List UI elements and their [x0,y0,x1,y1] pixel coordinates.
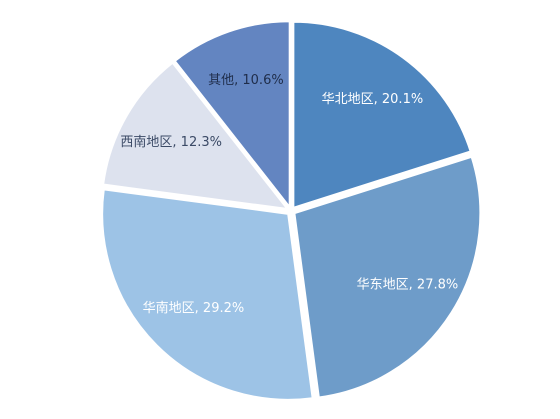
pie-slice-3 [101,188,314,401]
pie-slice-4 [102,61,290,211]
slices-group [101,20,482,401]
pie-slice-2 [293,155,482,399]
pie-slice-5 [173,20,291,211]
pie-slice-1 [292,20,472,210]
pie-slice-label-2: 华东地区, 27.8% [357,277,459,292]
labels-group: 华北地区, 20.1% 华东地区, 27.8% 华南地区, 29.2% 西南地区, 1… [120,73,458,316]
pie-slice-label-5: 其他, 10.6% [208,73,284,88]
pie-slice-label-4: 西南地区, 12.3% [120,134,222,150]
pie-slice-label-1: 华北地区, 20.1% [322,92,424,107]
pie-slice-label-3: 华南地区, 29.2% [143,300,245,316]
